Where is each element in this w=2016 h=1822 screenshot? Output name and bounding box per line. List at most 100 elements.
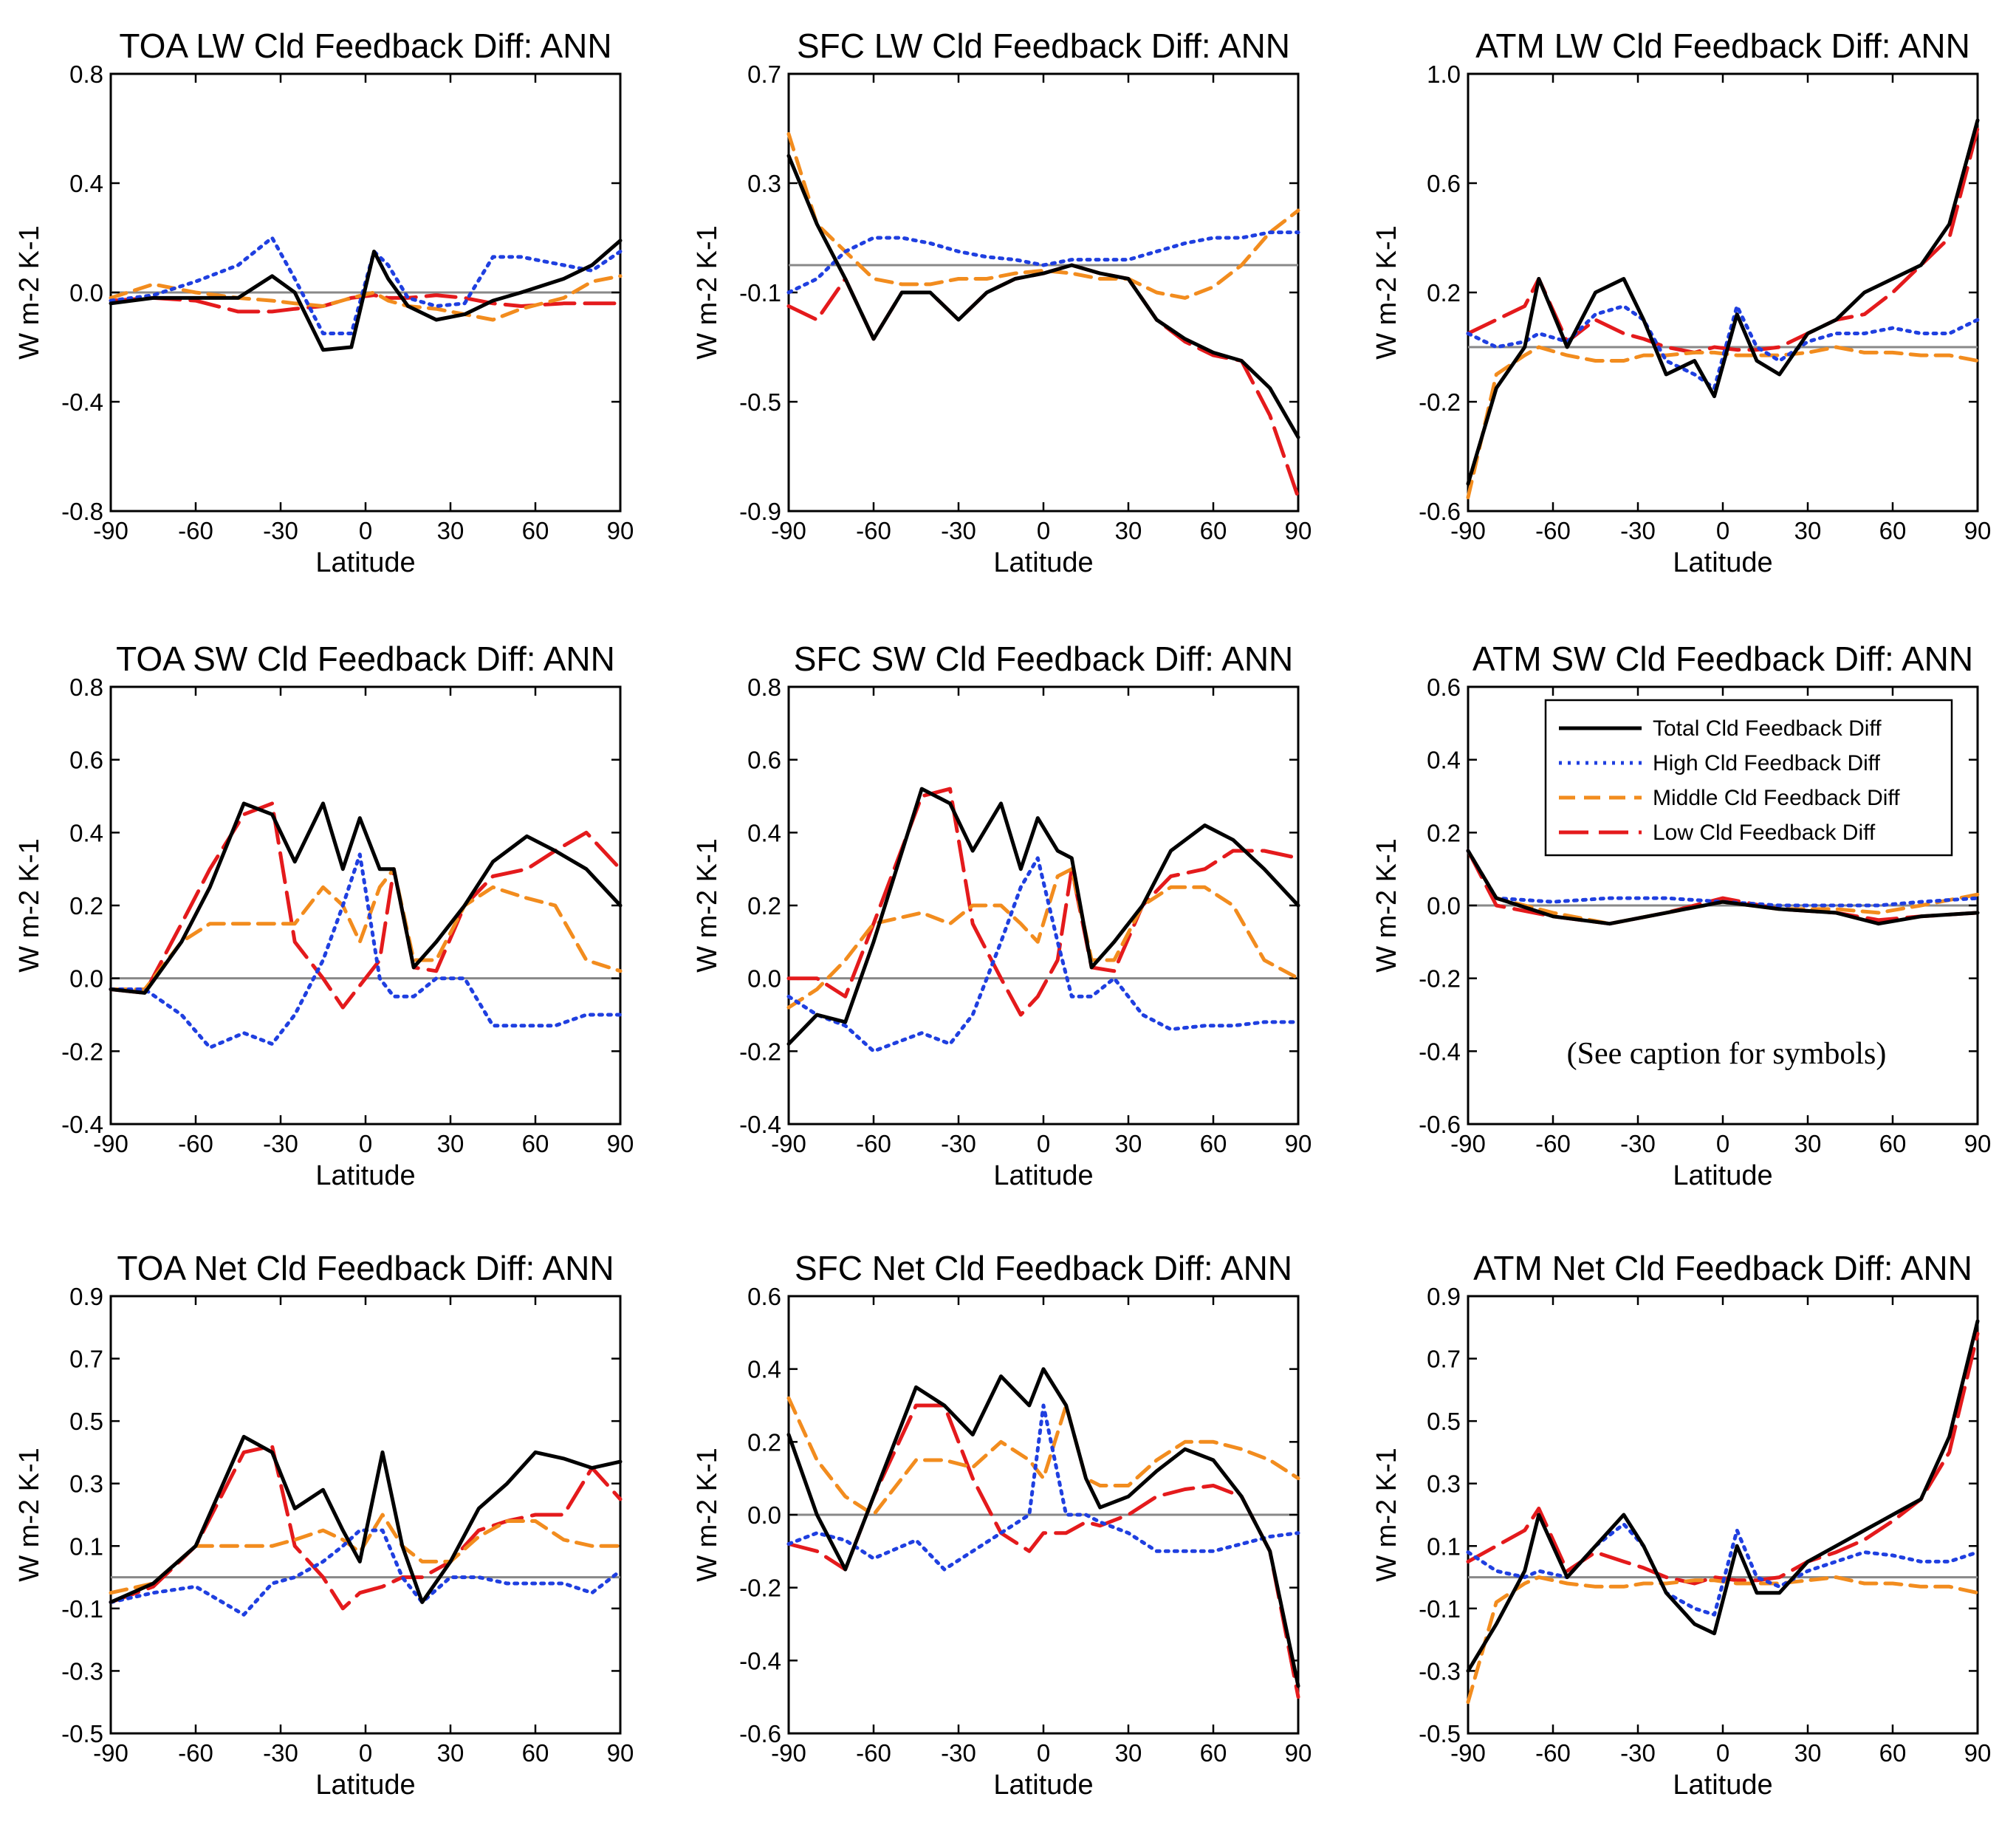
y-tick-label: -0.3: [1419, 1657, 1461, 1685]
legend: Total Cld Feedback Diff High Cld Feedback…: [1544, 699, 1953, 857]
y-tick-label: -0.1: [739, 279, 781, 306]
x-tick-label: -60: [856, 517, 891, 544]
x-tick-label: 0: [359, 517, 372, 544]
y-tick-label: -0.9: [739, 498, 781, 525]
x-tick-label: 0: [359, 1130, 372, 1157]
y-tick-label: -0.3: [61, 1657, 103, 1685]
x-tick-label: 0: [1037, 1739, 1050, 1767]
x-axis-label: Latitude: [993, 1160, 1093, 1191]
x-tick-label: 30: [1115, 517, 1142, 544]
series-line-total-cld-feedback-diff: [786, 1367, 1300, 1688]
x-tick-label: 60: [1200, 1739, 1227, 1767]
y-tick-label: 0.7: [747, 61, 781, 88]
y-tick-label: 0.6: [1427, 170, 1461, 197]
legend-label: Middle Cld Feedback Diff: [1653, 786, 1900, 810]
series-line-high-cld-feedback-diff: [786, 230, 1300, 295]
x-tick-label: 30: [1115, 1739, 1142, 1767]
panel-title: SFC SW Cld Feedback Diff: ANN: [794, 640, 1294, 678]
x-tick-label: 0: [359, 1739, 372, 1767]
x-tick-label: 30: [1115, 1130, 1142, 1157]
y-axis-label: W m-2 K-1: [1371, 1448, 1402, 1582]
y-tick-label: 0.3: [69, 1470, 103, 1498]
panel-1: TOA LW Cld Feedback Diff: ANN -90 -60 -30 0 3…: [14, 27, 634, 578]
x-tick-label: 30: [437, 1130, 464, 1157]
series-line-middle-cld-feedback-diff: [109, 1513, 623, 1595]
series-line-high-cld-feedback-diff: [1466, 1522, 1980, 1617]
y-tick-label: 0.4: [69, 170, 103, 197]
x-axis-label: Latitude: [1673, 1770, 1772, 1801]
x-tick-label: 90: [607, 1130, 634, 1157]
series-line-high-cld-feedback-diff: [109, 852, 623, 1049]
x-tick-label: 90: [607, 517, 634, 544]
y-tick-label: 0.8: [747, 674, 781, 701]
x-tick-label: -60: [178, 517, 213, 544]
panel-title: ATM LW Cld Feedback Diff: ANN: [1475, 27, 1970, 65]
series-line-total-cld-feedback-diff: [1466, 849, 1980, 926]
legend-label: Low Cld Feedback Diff: [1653, 821, 1876, 845]
series-line-middle-cld-feedback-diff: [786, 1396, 1300, 1517]
series-line-high-cld-feedback-diff: [109, 236, 623, 335]
series-line-low-cld-feedback-diff: [109, 801, 623, 1010]
x-tick-label: 30: [437, 517, 464, 544]
y-tick-label: -0.4: [61, 388, 103, 416]
panel-8: SFC Net Cld Feedback Diff: ANN -90 -60 -30 0…: [692, 1249, 1312, 1801]
y-tick-label: 0.6: [69, 747, 103, 774]
y-tick-label: -0.5: [739, 388, 781, 416]
x-tick-label: 30: [1794, 1739, 1822, 1767]
x-tick-label: 30: [1794, 517, 1822, 544]
panel-title: ATM SW Cld Feedback Diff: ANN: [1472, 640, 1973, 678]
y-tick-label: -0.8: [61, 498, 103, 525]
y-tick-label: 0.7: [69, 1346, 103, 1373]
x-tick-label: 60: [522, 1130, 549, 1157]
y-tick-label: -0.1: [1419, 1595, 1461, 1623]
x-tick-label: -30: [263, 1130, 298, 1157]
plot-frame: [787, 685, 1300, 1126]
y-tick-label: 0.6: [1427, 674, 1461, 701]
y-tick-label: 0.5: [1427, 1408, 1461, 1435]
x-tick-label: -90: [93, 1130, 128, 1157]
series-line-high-cld-feedback-diff: [1466, 304, 1980, 390]
x-tick-label: -90: [93, 1739, 128, 1767]
x-tick-label: 90: [1285, 517, 1312, 544]
x-tick-label: -60: [1535, 1739, 1571, 1767]
x-tick-label: -60: [856, 1130, 891, 1157]
x-tick-label: -90: [1450, 517, 1486, 544]
y-tick-label: -0.2: [1419, 388, 1461, 416]
x-tick-label: 90: [1964, 1130, 1992, 1157]
y-tick-label: -0.6: [739, 1720, 781, 1747]
legend-label: Total Cld Feedback Diff: [1653, 716, 1882, 741]
x-tick-label: 90: [1964, 1739, 1992, 1767]
series-line-low-cld-feedback-diff: [786, 787, 1300, 1017]
x-tick-label: -90: [1450, 1739, 1486, 1767]
y-tick-label: 0.2: [1427, 819, 1461, 846]
series-line-total-cld-feedback-diff: [786, 787, 1300, 1046]
x-tick-label: 0: [1037, 517, 1050, 544]
y-tick-label: -0.1: [61, 1595, 103, 1623]
x-tick-label: -90: [93, 517, 128, 544]
y-tick-label: 0.4: [747, 819, 781, 846]
x-axis-label: Latitude: [1673, 547, 1772, 578]
x-tick-label: -60: [178, 1739, 213, 1767]
x-tick-label: 0: [1037, 1130, 1050, 1157]
series-line-total-cld-feedback-diff: [109, 801, 623, 995]
y-tick-label: 1.0: [1427, 61, 1461, 88]
y-tick-label: -0.4: [1419, 1038, 1461, 1065]
panel-3: ATM LW Cld Feedback Diff: ANN -90 -60 -30 0 3…: [1371, 27, 1991, 578]
y-tick-label: -0.2: [61, 1038, 103, 1065]
x-tick-label: 60: [1200, 517, 1227, 544]
panel-9: ATM Net Cld Feedback Diff: ANN -90 -60 -30 0…: [1371, 1249, 1991, 1801]
panel-title: SFC LW Cld Feedback Diff: ANN: [797, 27, 1290, 65]
y-tick-label: 0.0: [69, 965, 103, 993]
x-tick-label: -30: [941, 1130, 976, 1157]
symbols-note: (See caption for symbols): [1567, 1037, 1887, 1071]
series-line-total-cld-feedback-diff: [109, 239, 623, 352]
series-line-middle-cld-feedback-diff: [1466, 345, 1980, 499]
panel-title: ATM Net Cld Feedback Diff: ANN: [1473, 1249, 1972, 1287]
y-tick-label: -0.4: [739, 1647, 781, 1674]
x-tick-label: -30: [263, 1739, 298, 1767]
panel-4: TOA SW Cld Feedback Diff: ANN -90 -60 -30 0 3…: [14, 640, 634, 1191]
y-tick-label: 0.3: [747, 170, 781, 197]
x-tick-label: 30: [1794, 1130, 1822, 1157]
y-tick-label: 0.0: [747, 1501, 781, 1529]
y-tick-label: -0.2: [1419, 965, 1461, 993]
